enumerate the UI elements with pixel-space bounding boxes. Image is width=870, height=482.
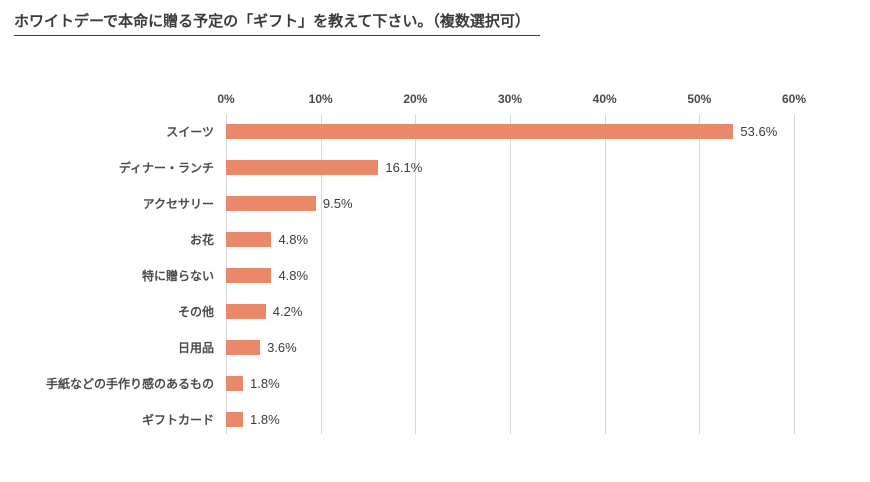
x-tick-label: 40%	[592, 91, 617, 106]
bar	[226, 304, 266, 319]
bar-area: 4.8%	[226, 222, 794, 258]
x-tick-label: 10%	[308, 91, 333, 106]
x-tick-label: 30%	[497, 91, 523, 106]
bar-area: 9.5%	[226, 186, 794, 222]
category-label: 日用品	[177, 341, 214, 355]
chart-rows: スイーツ 53.6% ディナー・ランチ 16.1% アクセサリー 9.5% お花 4.8% 特に…	[22, 114, 794, 438]
gridline	[794, 113, 795, 434]
chart-row: お花 4.8%	[22, 222, 794, 258]
category-label: 特に贈らない	[141, 269, 214, 283]
gridline	[510, 113, 511, 434]
gridline	[415, 113, 417, 434]
chart-row: 特に贈らない 4.8%	[22, 258, 794, 294]
chart-row: ギフトカード 1.8%	[22, 402, 794, 438]
category-label: ディナー・ランチ	[118, 161, 214, 175]
bar-area: 4.2%	[226, 294, 794, 330]
bar-area: 4.8%	[226, 258, 794, 294]
category-label: その他	[177, 305, 214, 319]
chart-row: その他 4.2%	[22, 294, 794, 330]
chart-row: アクセサリー 9.5%	[22, 186, 794, 222]
x-tick-label: 20%	[403, 91, 428, 106]
value-label: 53.6%	[740, 124, 778, 139]
value-label: 3.6%	[267, 340, 297, 355]
gridline	[604, 113, 606, 434]
plot-area: スイーツ 53.6% ディナー・ランチ 16.1% アクセサリー 9.5% お花 4.8% 特に…	[22, 113, 795, 438]
chart-row: 手紙などの手作り感のあるもの 1.8%	[22, 366, 794, 402]
bar-area: 1.8%	[226, 402, 794, 438]
value-label: 4.8%	[278, 232, 309, 247]
value-label: 16.1%	[385, 160, 423, 175]
gridline	[699, 113, 701, 434]
bar-area: 16.1%	[226, 150, 794, 186]
bar	[226, 196, 316, 211]
bar	[226, 376, 244, 391]
bar	[226, 340, 261, 355]
x-tick-label: 50%	[687, 91, 712, 106]
gridline	[320, 113, 322, 434]
value-label: 1.8%	[250, 376, 280, 391]
bar	[226, 268, 272, 283]
value-label: 4.8%	[278, 268, 309, 283]
bar	[226, 124, 734, 139]
value-label: 9.5%	[322, 196, 353, 211]
chart-row: 日用品 3.6%	[22, 330, 794, 366]
category-label: スイーツ	[166, 125, 214, 139]
x-tick-label: 0%	[217, 91, 235, 106]
chart-row: スイーツ 53.6%	[22, 114, 794, 150]
category-label: ギフトカード	[141, 413, 214, 427]
chart-title: ホワイトデーで本命に贈る予定の「ギフト」を教えて下さい。（複数選択可）	[14, 12, 540, 36]
value-label: 1.8%	[250, 412, 280, 427]
value-label: 4.2%	[272, 304, 303, 319]
bar	[226, 232, 272, 247]
bar	[226, 412, 244, 427]
bar-area: 1.8%	[226, 366, 794, 402]
bar	[226, 160, 379, 175]
bar-area: 3.6%	[226, 330, 794, 366]
x-tick-label: 60%	[781, 91, 807, 106]
category-label: お花	[189, 233, 214, 247]
category-label: 手紙などの手作り感のあるもの	[45, 377, 214, 391]
bar-area: 53.6%	[226, 114, 794, 150]
x-axis: 0% 10% 20% 30% 40% 50% 60%	[217, 91, 806, 114]
bar-chart: 0% 10% 20% 30% 40% 50% 60% スイーツ 53.6% ディナー・ランチ 16…	[22, 91, 806, 438]
category-label: アクセサリー	[142, 197, 214, 211]
chart-row: ディナー・ランチ 16.1%	[22, 150, 794, 186]
